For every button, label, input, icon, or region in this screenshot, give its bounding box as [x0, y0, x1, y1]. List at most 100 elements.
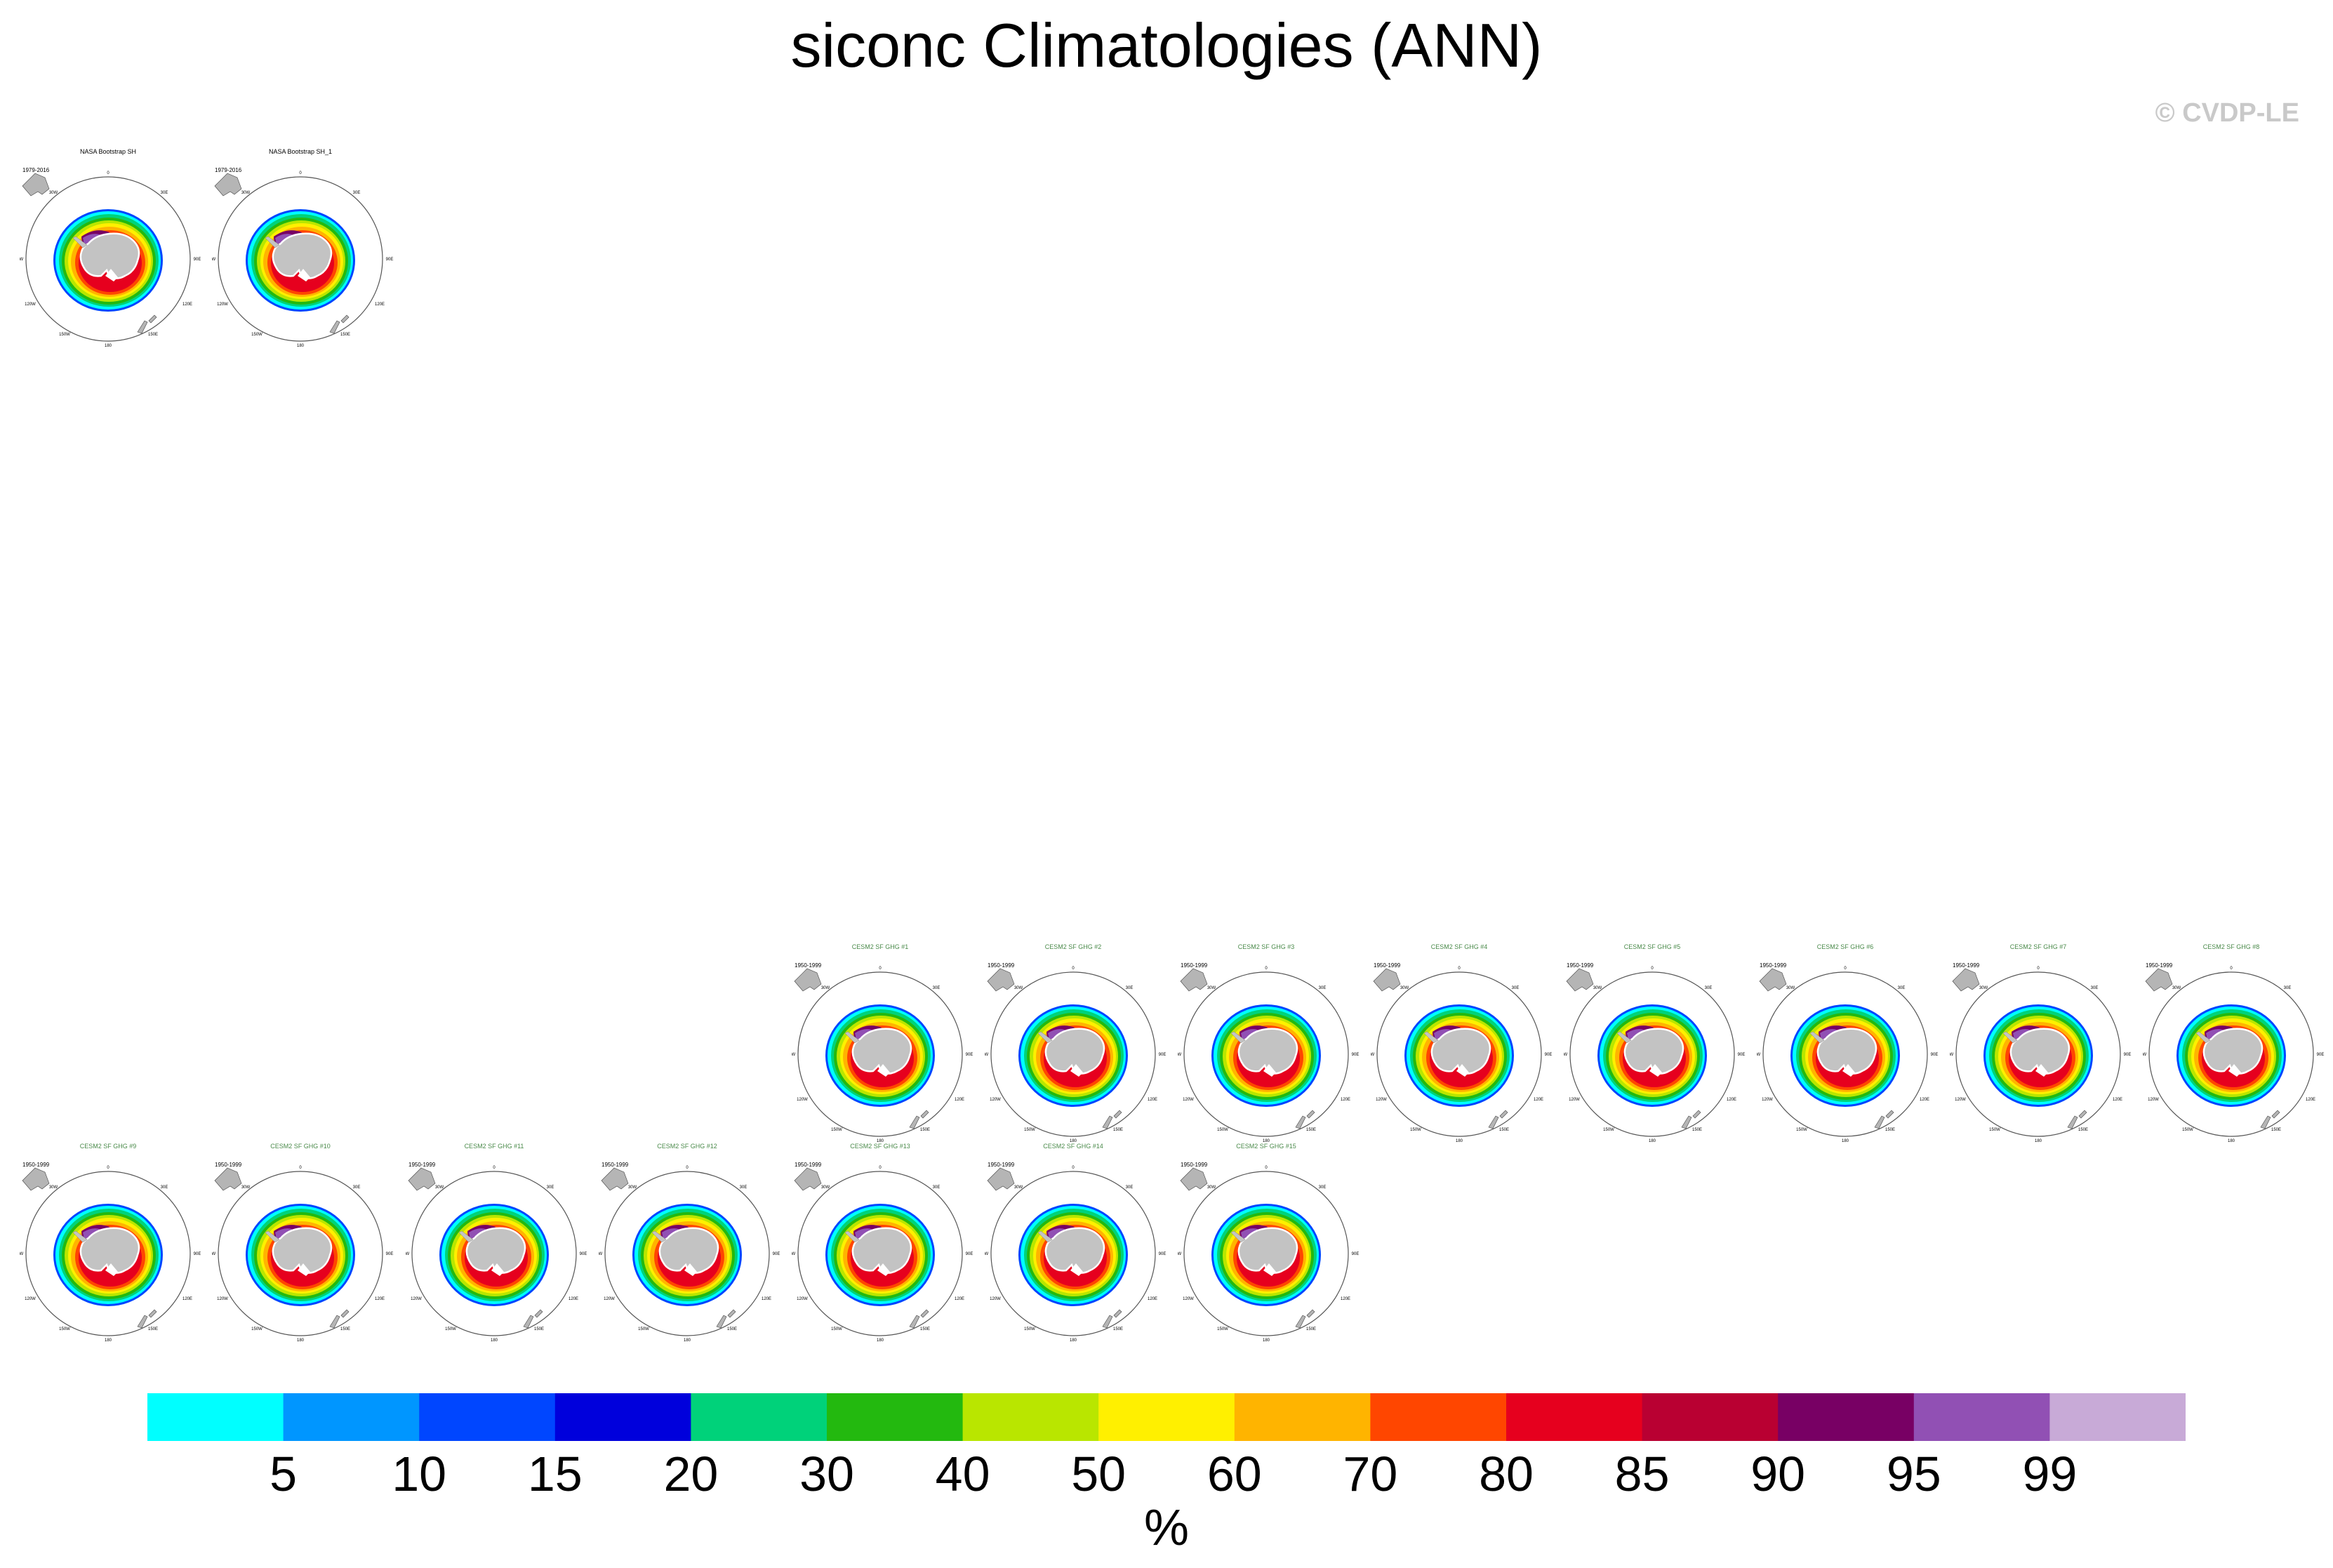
colorbar-swatch [1098, 1393, 1235, 1441]
lon-label: 150E [1113, 1327, 1123, 1331]
lon-label: 90W [1371, 1053, 1375, 1057]
map-panel: CESM2 SF GHG #7 1950-1999 0 30W 30E 90W 90E 120… [1950, 939, 2134, 1143]
lon-label: 90W [792, 1053, 796, 1057]
new-zealand-land [1295, 1110, 1315, 1129]
lon-label: 30E [1319, 1185, 1327, 1190]
colorbar-swatch [827, 1393, 964, 1441]
weddell-max-ice [1048, 1228, 1065, 1239]
colorbar-tick-label: 60 [1207, 1447, 1262, 1501]
ross-ice-shelf [877, 1263, 890, 1276]
antarctic-peninsula [844, 1031, 860, 1044]
lon-label: 90E [1352, 1053, 1360, 1057]
panel-title: CESM2 SF GHG #13 [850, 1143, 910, 1150]
lon-label: 90E [1159, 1053, 1166, 1057]
colorbar-tick-label: 99 [2022, 1447, 2078, 1501]
lon-label: 30E [1512, 986, 1520, 990]
panel-period: 1950-1999 [1760, 962, 1787, 969]
panel-title: CESM2 SF GHG #15 [1236, 1143, 1296, 1150]
lon-label: 180 [1263, 1338, 1270, 1342]
panel-period: 1950-1999 [988, 962, 1015, 969]
lon-label: 30W [435, 1185, 444, 1190]
lon-label: 30W [241, 1185, 251, 1190]
new-zealand-land [1295, 1309, 1315, 1329]
lon-label: 120W [25, 303, 36, 307]
lon-label: 180 [105, 344, 112, 347]
lon-label: 90E [2124, 1053, 2132, 1057]
lon-label: 150E [2078, 1128, 2088, 1132]
lon-label: 150E [1306, 1327, 1316, 1331]
lon-label: 150W [1796, 1128, 1807, 1132]
new-zealand-land [2067, 1110, 2087, 1129]
colorbar-swatch [147, 1393, 284, 1441]
lon-label: 150W [1410, 1128, 1421, 1132]
antarctic-peninsula [72, 1230, 88, 1243]
lon-label: 120E [1341, 1297, 1350, 1301]
copyright-label: © CVDP-LE [2155, 98, 2299, 128]
lon-label: 120W [1183, 1297, 1194, 1301]
new-zealand-land [909, 1309, 929, 1329]
south-america-land [1566, 968, 1594, 992]
new-zealand-land [137, 1309, 157, 1329]
map-panel: CESM2 SF GHG #11 1950-1999 0 30W 30E 90W 90E 12… [406, 1138, 590, 1342]
lon-label: 0 [1072, 1166, 1075, 1170]
lon-label: 30E [353, 191, 361, 195]
lon-label: 150E [920, 1128, 930, 1132]
lon-label: 150W [251, 1327, 262, 1331]
antarctica-land [2202, 1028, 2264, 1075]
new-zealand-land [909, 1110, 929, 1129]
polar-map: CESM2 SF GHG #8 1950-1999 0 30W 30E 90W 90E 120… [2143, 943, 2324, 1143]
panel-period: 1950-1999 [2146, 962, 2173, 969]
colorbar-tick-label: 85 [1614, 1447, 1670, 1501]
panel-period: 1950-1999 [1567, 962, 1594, 969]
lon-label: 0 [1844, 966, 1847, 971]
antarctica-land [272, 1227, 333, 1274]
colorbar-tick-label: 95 [1886, 1447, 1941, 1501]
panel-period: 1950-1999 [795, 1162, 822, 1168]
antarctica-land [79, 232, 140, 279]
ross-ice-shelf [105, 1263, 118, 1276]
south-america-land [794, 1167, 822, 1191]
antarctic-peninsula [2195, 1031, 2211, 1044]
weddell-max-ice [1241, 1029, 1258, 1039]
lon-label: 150E [1692, 1128, 1702, 1132]
antarctica-land [465, 1227, 526, 1274]
panel-period: 1950-1999 [1181, 962, 1208, 969]
map-panel: NASA Bootstrap SH 1979-2016 0 30W 30E 90W 90E 1… [20, 144, 204, 347]
lon-label: 120E [1341, 1098, 1350, 1102]
page-title: siconc Climatologies (ANN) [790, 11, 1543, 80]
weddell-max-ice [1434, 1029, 1451, 1039]
south-america-land [987, 968, 1015, 992]
south-america-land [794, 968, 822, 992]
lon-label: 90W [792, 1252, 796, 1256]
lon-label: 150E [340, 333, 350, 337]
lon-label: 120E [2306, 1098, 2315, 1102]
lon-label: 30E [1319, 986, 1327, 990]
colorbar-tick-labels: 5 10 15 20 30 40 50 60 70 80 85 90 95 99 [0, 1446, 2333, 1502]
lon-label: 90W [985, 1252, 989, 1256]
lon-label: 0 [879, 966, 882, 971]
lon-label: 0 [1265, 1166, 1268, 1170]
lon-label: 0 [299, 171, 302, 175]
south-america-land [214, 173, 242, 197]
lon-label: 30W [821, 986, 830, 990]
lon-label: 120W [1376, 1098, 1387, 1102]
lon-label: 30E [353, 1185, 361, 1190]
antarctic-peninsula [458, 1230, 474, 1243]
lon-label: 180 [297, 344, 305, 347]
panel-title: CESM2 SF GHG #3 [1238, 943, 1295, 950]
lon-label: 180 [491, 1338, 498, 1342]
lon-label: 30W [1207, 1185, 1216, 1190]
lon-label: 30W [1014, 986, 1023, 990]
lon-label: 120W [1955, 1098, 1966, 1102]
lon-label: 120E [375, 303, 385, 307]
lon-label: 30W [1979, 986, 1988, 990]
new-zealand-land [716, 1309, 736, 1329]
polar-map: CESM2 SF GHG #9 1950-1999 0 30W 30E 90W 90E 120… [20, 1143, 201, 1342]
ross-ice-shelf [298, 1263, 310, 1276]
lon-label: 90W [406, 1252, 410, 1256]
lon-label: 150W [1217, 1327, 1228, 1331]
weddell-max-ice [83, 1228, 100, 1239]
lon-label: 120W [604, 1297, 615, 1301]
panel-title: NASA Bootstrap SH [80, 148, 136, 155]
lon-label: 150W [638, 1327, 649, 1331]
